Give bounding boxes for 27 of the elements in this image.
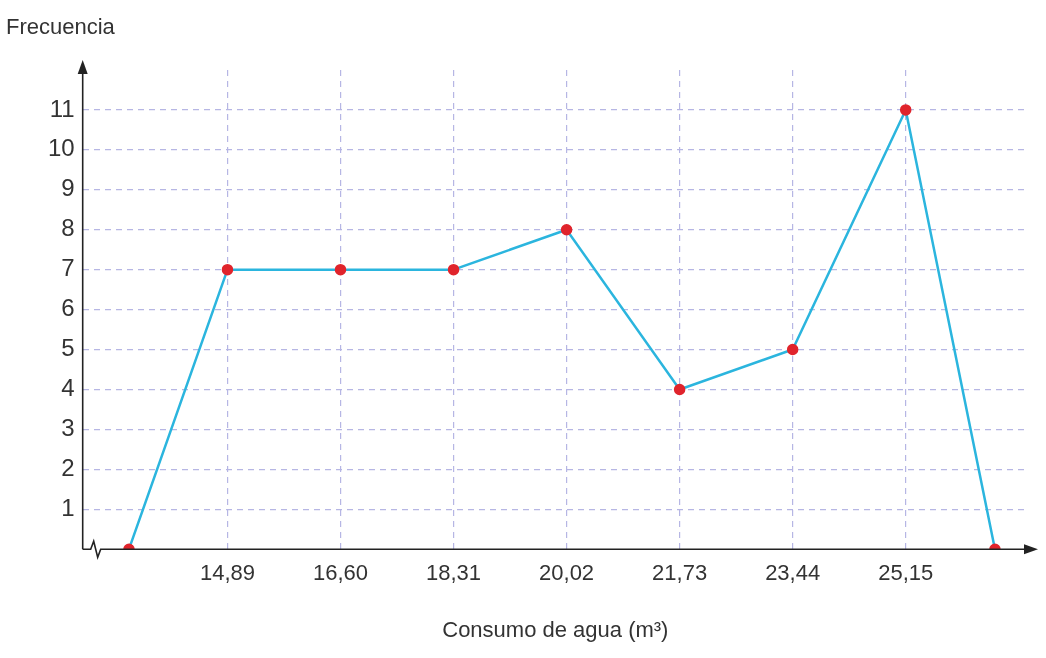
x-tick-label: 14,89 [199, 560, 255, 586]
x-tick-label: 18,31 [426, 560, 482, 586]
point [899, 104, 912, 116]
y-tick-label: 9 [61, 174, 75, 202]
x-tick-label: 20,02 [539, 560, 595, 586]
y-tick-label: 1 [61, 493, 75, 521]
y-tick-label: 5 [61, 334, 75, 362]
y-tick-label: 10 [47, 134, 75, 162]
point [786, 343, 799, 356]
point [334, 263, 347, 276]
y-tick-label: 2 [61, 453, 75, 481]
x-tick-label: 16,60 [312, 560, 369, 586]
point [560, 223, 573, 236]
x-tick-label: 23,44 [765, 560, 821, 586]
point [221, 263, 234, 276]
y-axis-title: Frecuencia [6, 14, 116, 40]
x-tick-label: 25,15 [878, 560, 934, 586]
y-tick-label: 7 [61, 254, 75, 282]
point [447, 263, 460, 276]
y-tick-label: 4 [61, 374, 75, 402]
y-tick-label: 11 [49, 94, 75, 122]
y-tick-label: 8 [61, 214, 75, 242]
point [673, 383, 686, 396]
x-tick-label: 21,73 [652, 560, 708, 586]
y-tick-label: 6 [61, 294, 75, 322]
y-tick-label: 3 [61, 414, 75, 442]
x-axis-title: Consumo de agua (m³) [442, 616, 669, 642]
